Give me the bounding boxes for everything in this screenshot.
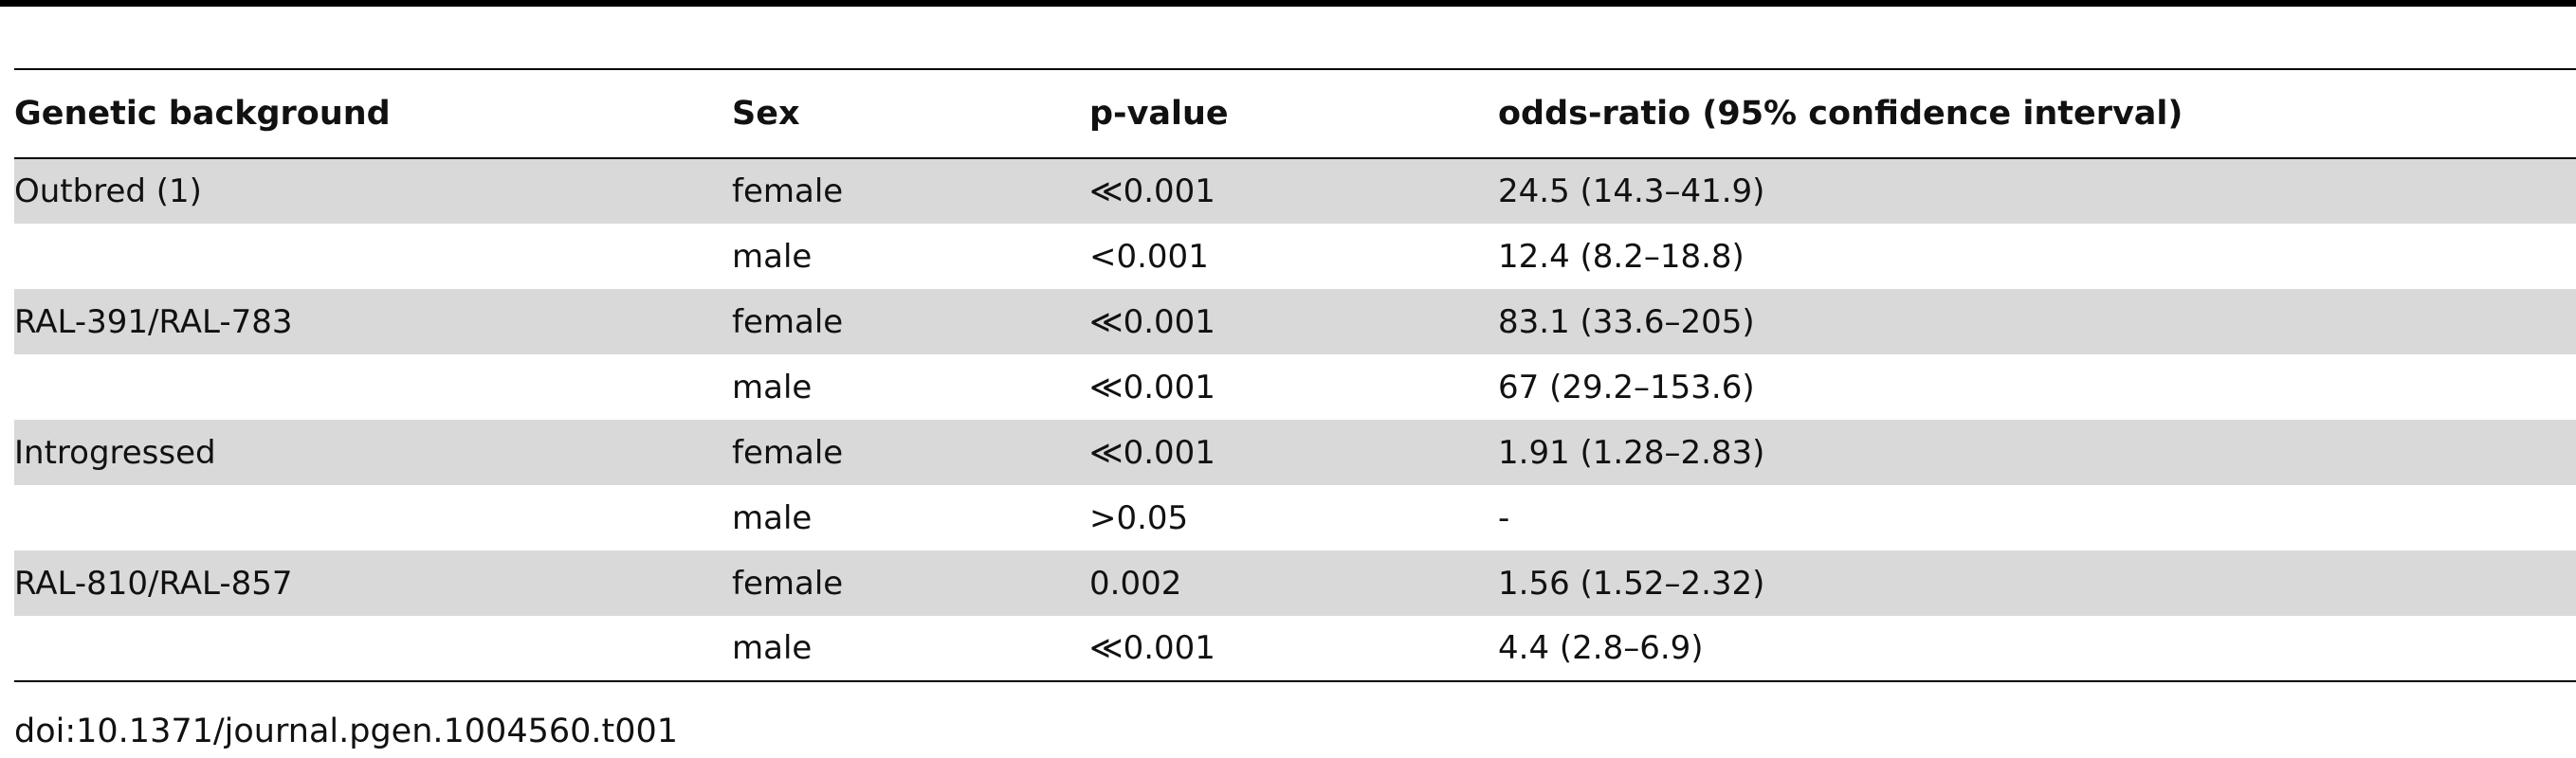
cell-background [14, 616, 732, 681]
cell-odds-ratio: 83.1 (33.6–205) [1498, 302, 1755, 341]
table-row: RAL-391/RAL-783 female ≪0.001 83.1 (33.6… [14, 289, 2576, 354]
cell-background: Outbred (1) [14, 172, 202, 210]
cell-odds-ratio: 67 (29.2–153.6) [1498, 368, 1755, 406]
cell-sex: female [732, 433, 844, 472]
header-p-value: p-value [1089, 95, 1229, 133]
cell-p-value: ≪0.001 [1089, 368, 1215, 406]
results-table: Genetic background Sex p-value odds-rati… [14, 68, 2576, 682]
cell-p-value: >0.05 [1089, 498, 1189, 537]
cell-sex: male [732, 237, 813, 276]
cell-background: Introgressed [14, 433, 216, 472]
cell-p-value: ≪0.001 [1089, 629, 1215, 667]
cell-sex: female [732, 172, 844, 210]
cell-odds-ratio: - [1498, 498, 1510, 537]
table-row: RAL-810/RAL-857 female 0.002 1.56 (1.52–… [14, 550, 2576, 616]
cell-background [14, 354, 732, 420]
cell-p-value: ≪0.001 [1089, 302, 1215, 341]
cell-odds-ratio: 1.91 (1.28–2.83) [1498, 433, 1765, 472]
cell-background: RAL-810/RAL-857 [14, 564, 293, 603]
cell-sex: female [732, 302, 844, 341]
top-rule [0, 0, 2576, 7]
cell-background [14, 224, 732, 289]
header-sex: Sex [732, 95, 800, 133]
cell-sex: female [732, 564, 844, 603]
cell-odds-ratio: 4.4 (2.8–6.9) [1498, 629, 1704, 667]
cell-odds-ratio: 1.56 (1.52–2.32) [1498, 564, 1765, 603]
cell-sex: male [732, 498, 813, 537]
cell-p-value: <0.001 [1089, 237, 1209, 276]
cell-background: RAL-391/RAL-783 [14, 302, 293, 341]
cell-p-value: ≪0.001 [1089, 172, 1215, 210]
table-row: male >0.05 - [14, 485, 2576, 550]
results-table-container: Genetic background Sex p-value odds-rati… [14, 68, 2576, 682]
table-row: Outbred (1) female ≪0.001 24.5 (14.3–41.… [14, 158, 2576, 224]
header-odds-ratio: odds-ratio (95% confidence interval) [1498, 95, 2183, 133]
cell-background [14, 485, 732, 550]
table-row: Introgressed female ≪0.001 1.91 (1.28–2.… [14, 420, 2576, 485]
cell-sex: male [732, 368, 813, 406]
table-row: male ≪0.001 4.4 (2.8–6.9) [14, 616, 2576, 681]
table-header-row: Genetic background Sex p-value odds-rati… [14, 69, 2576, 158]
table-row: male <0.001 12.4 (8.2–18.8) [14, 224, 2576, 289]
cell-p-value: ≪0.001 [1089, 433, 1215, 472]
cell-sex: male [732, 629, 813, 667]
cell-p-value: 0.002 [1089, 564, 1182, 603]
cell-odds-ratio: 24.5 (14.3–41.9) [1498, 172, 1765, 210]
cell-odds-ratio: 12.4 (8.2–18.8) [1498, 237, 1745, 276]
doi-footnote: doi:10.1371/journal.pgen.1004560.t001 [14, 713, 679, 750]
table-row: male ≪0.001 67 (29.2–153.6) [14, 354, 2576, 420]
header-genetic-background: Genetic background [14, 95, 391, 133]
